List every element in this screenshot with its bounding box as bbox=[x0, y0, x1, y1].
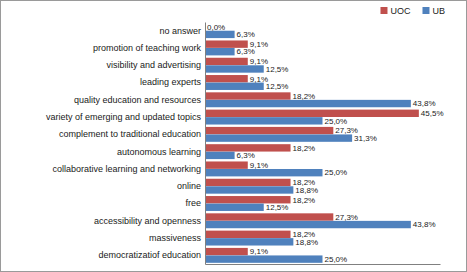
data-label: 18,2% bbox=[293, 92, 316, 101]
data-label: 27,3% bbox=[335, 213, 358, 222]
bar bbox=[205, 100, 411, 107]
y-tick-label: no answer bbox=[159, 26, 201, 36]
chart-svg: 0,0%9,1%9,1%9,1%18,2%45,5%27,3%18,2%9,1%… bbox=[0, 0, 467, 272]
y-tick: leading experts bbox=[140, 77, 205, 87]
y-tick-label: quality education and resources bbox=[74, 95, 202, 105]
data-label: 12,5% bbox=[266, 65, 289, 74]
y-tick-label: free bbox=[185, 198, 201, 208]
y-tick-label: leading experts bbox=[140, 77, 202, 87]
data-label: 6,3% bbox=[237, 47, 255, 56]
y-tick: democratizatiof education bbox=[98, 250, 205, 260]
data-label: 18,2% bbox=[293, 144, 316, 153]
bar bbox=[205, 152, 235, 159]
y-tick: massiveness bbox=[149, 233, 205, 243]
y-tick-label: massiveness bbox=[149, 233, 202, 243]
y-tick: collaborative learning and networking bbox=[52, 164, 205, 174]
bar bbox=[205, 248, 248, 255]
bar bbox=[205, 110, 419, 117]
bar bbox=[205, 169, 323, 176]
bar bbox=[205, 255, 323, 262]
chart-container: 0,0%9,1%9,1%9,1%18,2%45,5%27,3%18,2%9,1%… bbox=[0, 0, 467, 272]
legend-item: UOC bbox=[380, 6, 411, 16]
data-label: 18,2% bbox=[293, 196, 316, 205]
data-label: 25,0% bbox=[325, 255, 348, 264]
y-tick: promotion of teaching work bbox=[93, 43, 205, 53]
y-tick: visibility and advertising bbox=[106, 60, 205, 70]
y-tick: free bbox=[185, 198, 205, 208]
y-tick: online bbox=[177, 181, 205, 191]
bar bbox=[205, 186, 293, 193]
y-axis-line bbox=[205, 23, 206, 265]
bar bbox=[205, 213, 333, 220]
bar bbox=[205, 31, 235, 38]
bar bbox=[205, 238, 293, 245]
y-tick: accessibility and openness bbox=[94, 216, 205, 226]
y-tick: autonomous learning bbox=[117, 147, 205, 157]
legend-label: UB bbox=[432, 6, 445, 16]
legend-swatch bbox=[422, 7, 429, 14]
data-label: 6,3% bbox=[237, 30, 255, 39]
legend-swatch bbox=[380, 7, 387, 14]
bar bbox=[205, 65, 264, 72]
y-tick: quality education and resources bbox=[74, 95, 205, 105]
y-tick-label: accessibility and openness bbox=[94, 216, 202, 226]
y-tick: variety of emerging and updated topics bbox=[46, 112, 205, 122]
y-tick-label: visibility and advertising bbox=[106, 60, 201, 70]
bar bbox=[205, 161, 248, 168]
data-label: 9,1% bbox=[250, 247, 268, 256]
data-label: 43,8% bbox=[413, 220, 436, 229]
y-tick-label: democratizatiof education bbox=[98, 250, 201, 260]
data-label: 6,3% bbox=[237, 151, 255, 160]
chart-frame bbox=[1, 1, 467, 272]
x-axis-line bbox=[206, 264, 441, 265]
y-tick: complement to traditional education bbox=[59, 129, 205, 139]
bar bbox=[205, 117, 323, 124]
data-label: 12,5% bbox=[266, 82, 289, 91]
bar bbox=[205, 58, 248, 65]
bar bbox=[205, 231, 291, 238]
legend-label: UOC bbox=[390, 6, 411, 16]
plot: 0,0%9,1%9,1%9,1%18,2%45,5%27,3%18,2%9,1%… bbox=[46, 23, 444, 265]
bars bbox=[205, 31, 419, 263]
series-0 bbox=[205, 40, 419, 255]
legend-item: UB bbox=[422, 6, 445, 16]
legend: UOC UB bbox=[380, 6, 445, 16]
bar bbox=[205, 127, 333, 134]
y-axis: no answer promotion of teaching work visib… bbox=[46, 23, 206, 265]
data-label: 18,8% bbox=[295, 238, 318, 247]
data-label: 18,8% bbox=[295, 186, 318, 195]
bar bbox=[205, 48, 235, 55]
data-labels: 0,0%9,1%9,1%9,1%18,2%45,5%27,3%18,2%9,1%… bbox=[207, 23, 444, 264]
bar bbox=[205, 92, 291, 99]
data-label: 31,3% bbox=[354, 134, 377, 143]
y-tick-label: collaborative learning and networking bbox=[52, 164, 201, 174]
y-tick-label: autonomous learning bbox=[117, 147, 201, 157]
y-tick: no answer bbox=[159, 26, 205, 36]
bar bbox=[205, 75, 248, 82]
bar bbox=[205, 134, 352, 141]
data-label: 25,0% bbox=[325, 117, 348, 126]
data-label: 0,0% bbox=[207, 23, 225, 32]
bar bbox=[205, 83, 264, 90]
bar bbox=[205, 221, 411, 228]
x-axis bbox=[206, 264, 441, 265]
data-label: 45,5% bbox=[421, 109, 444, 118]
y-tick-label: promotion of teaching work bbox=[93, 43, 202, 53]
bar bbox=[205, 179, 291, 186]
data-label: 43,8% bbox=[413, 99, 436, 108]
data-label: 12,5% bbox=[266, 203, 289, 212]
series-1 bbox=[205, 31, 411, 263]
data-label: 25,0% bbox=[325, 168, 348, 177]
y-tick-label: variety of emerging and updated topics bbox=[46, 112, 202, 122]
y-tick-label: complement to traditional education bbox=[59, 129, 201, 139]
data-label: 9,1% bbox=[250, 161, 268, 170]
y-tick-label: online bbox=[177, 181, 201, 191]
bar bbox=[205, 204, 264, 211]
